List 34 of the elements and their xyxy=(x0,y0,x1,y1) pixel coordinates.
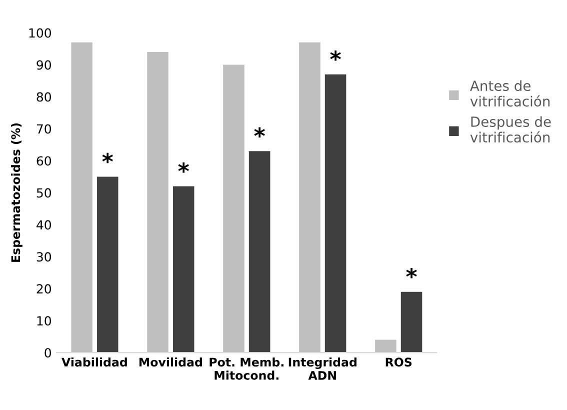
bar xyxy=(96,176,118,353)
legend-label: Antes de vitrificación xyxy=(470,80,550,107)
annotation: * xyxy=(406,268,417,278)
y-tick-label: 0 xyxy=(44,348,52,358)
bar xyxy=(375,340,396,353)
x-tick-label: Pot. Memb. Mitocond. xyxy=(210,357,284,380)
annotation: * xyxy=(102,152,113,164)
y-tick-label: 10 xyxy=(37,316,52,326)
x-tick-label: ROS xyxy=(386,358,412,367)
bar xyxy=(248,151,270,353)
x-tick-label: Viabilidad xyxy=(62,357,127,367)
bar xyxy=(223,64,244,353)
y-tick-label: 30 xyxy=(36,252,52,262)
y-tick-label: 20 xyxy=(36,284,52,294)
legend-label: Despues de vitrificación xyxy=(470,116,551,143)
bar xyxy=(324,74,346,353)
annotation: * xyxy=(178,162,189,173)
y-tick-label: 100 xyxy=(29,28,52,38)
bar xyxy=(299,42,320,353)
y-tick-label: 70 xyxy=(36,124,52,134)
x-tick-label: Integridad ADN xyxy=(288,357,356,380)
y-axis-title: Espermatozoides (%) xyxy=(11,123,22,262)
y-tick-label: 60 xyxy=(36,156,52,166)
x-tick-label: Movilidad xyxy=(139,357,202,367)
y-tick-label: 90 xyxy=(36,60,52,70)
bar xyxy=(400,292,422,353)
bar xyxy=(172,186,194,353)
y-tick-label: 40 xyxy=(36,220,52,230)
bar xyxy=(147,52,168,353)
y-tick-label: 80 xyxy=(36,92,52,102)
annotation: * xyxy=(254,127,265,138)
annotation: * xyxy=(330,50,341,61)
bar xyxy=(71,42,92,353)
y-tick-label: 50 xyxy=(36,188,52,198)
